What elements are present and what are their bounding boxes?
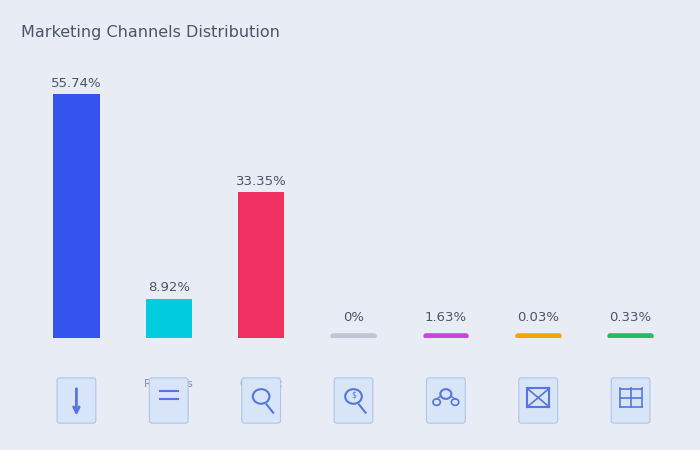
- Bar: [146, 299, 192, 338]
- FancyBboxPatch shape: [149, 378, 188, 423]
- Text: 0.03%: 0.03%: [517, 310, 559, 324]
- Text: 8.92%: 8.92%: [148, 281, 190, 294]
- Text: 55.74%: 55.74%: [51, 77, 102, 90]
- Text: 1.63%: 1.63%: [425, 310, 467, 324]
- Text: 0%: 0%: [343, 310, 364, 324]
- Text: Marketing Channels Distribution: Marketing Channels Distribution: [21, 25, 280, 40]
- FancyBboxPatch shape: [334, 378, 373, 423]
- Bar: [238, 192, 284, 338]
- Bar: [53, 94, 99, 338]
- FancyBboxPatch shape: [426, 378, 466, 423]
- FancyBboxPatch shape: [57, 378, 96, 423]
- FancyBboxPatch shape: [519, 378, 558, 423]
- Text: 0.33%: 0.33%: [610, 310, 652, 324]
- FancyBboxPatch shape: [611, 378, 650, 423]
- Text: 33.35%: 33.35%: [236, 175, 286, 188]
- Text: $: $: [351, 390, 356, 399]
- FancyBboxPatch shape: [241, 378, 281, 423]
